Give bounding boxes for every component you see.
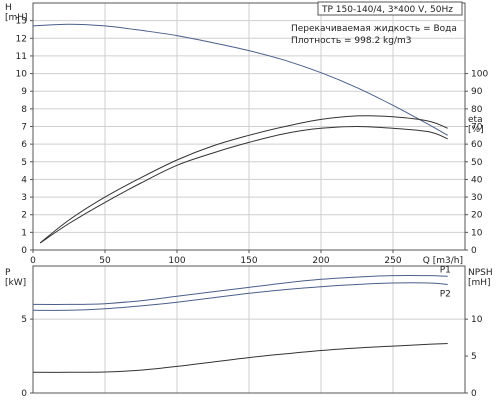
y-left-tick-label: 13: [16, 17, 27, 27]
y-left-tick-label: 9: [21, 87, 27, 97]
series-line-p1: [32, 274, 448, 305]
y-right-axis-label: NPSH: [468, 268, 493, 278]
y-right-tick-label: 70: [471, 123, 483, 133]
title-box: [317, 1, 463, 16]
y-left-tick-label: 1: [21, 228, 27, 238]
y-right-tick-label: 60: [471, 140, 483, 150]
y-right-tick-label: 0: [471, 246, 477, 256]
series-line-p2: [32, 282, 448, 311]
y-left-tick-label: 7: [21, 123, 27, 133]
head-efficiency-panel: 0123456789101112130102030405060708090100…: [5, 1, 488, 266]
series-label: P2: [440, 289, 451, 299]
x-tick-label: 100: [168, 256, 185, 266]
y-left-axis-label: P: [5, 268, 11, 278]
y-left-tick-label: 5: [21, 158, 27, 168]
y-right-tick-label: 10: [471, 228, 483, 238]
series-line-2: [32, 343, 448, 373]
x-axis-label: Q [m3/h]: [423, 256, 463, 266]
y-right-axis-unit: [mH]: [468, 278, 491, 288]
x-tick-label: 250: [384, 256, 401, 266]
y-left-tick-label: 11: [16, 52, 27, 62]
y-right-tick-label: 50: [471, 158, 483, 168]
y-left-tick-label: 5: [21, 315, 27, 325]
power-npsh-panel: 0 5 0 5 10 P[kW] NPSH[mH] P1 P2: [5, 265, 493, 399]
grid-lines: [33, 266, 465, 393]
y-left-axis-unit: [mH]: [5, 13, 28, 23]
grid-lines: [33, 3, 465, 250]
x-tick-label: 50: [99, 256, 111, 266]
series-line-0: [32, 23, 448, 136]
y-left-axis-label: H: [5, 3, 12, 13]
y-right-tick-label: 10: [471, 315, 483, 325]
y-right-tick-label: 40: [471, 175, 483, 185]
y-left-tick-label: 10: [16, 70, 28, 80]
y-left-tick-label: 6: [21, 140, 27, 150]
y-right-tick-label: 90: [471, 87, 483, 97]
y-right-axis-unit: [%]: [468, 125, 484, 135]
y-right-tick-label: 5: [471, 352, 477, 362]
chart-title: TP 150-140/4, 3*400 V, 50Hz: [321, 5, 453, 15]
y-left-tick-label: 4: [21, 175, 27, 185]
y-right-tick-label: 30: [471, 193, 483, 203]
y-right-tick-label: 80: [471, 105, 483, 115]
y-left-tick-label: 8: [21, 105, 27, 115]
series-line-2: [39, 125, 448, 244]
y-left-axis-unit: [kW]: [5, 278, 26, 288]
x-tick-label: 150: [240, 256, 257, 266]
x-tick-label: 0: [30, 256, 36, 266]
chart-annotation: Плотность = 998.2 kg/m3: [291, 36, 412, 46]
chart-annotation: Перекачиваемая жидкость = Вода: [291, 24, 457, 34]
y-left-tick-label: 12: [16, 34, 27, 44]
y-left-tick-label: 3: [21, 193, 27, 203]
y-left-tick-label: 0: [21, 389, 27, 399]
y-right-tick-label: 20: [471, 211, 483, 221]
plot-frame: [32, 265, 466, 394]
x-tick-label: 200: [312, 256, 329, 266]
series-label: P1: [440, 265, 451, 275]
series-line-1: [39, 115, 448, 244]
y-left-tick-label: 2: [21, 211, 27, 221]
y-right-tick-label: 100: [471, 70, 488, 80]
y-right-tick-label: 0: [471, 389, 477, 399]
y-left-tick-label: 0: [21, 246, 27, 256]
y-right-axis-label: eta: [468, 115, 483, 125]
